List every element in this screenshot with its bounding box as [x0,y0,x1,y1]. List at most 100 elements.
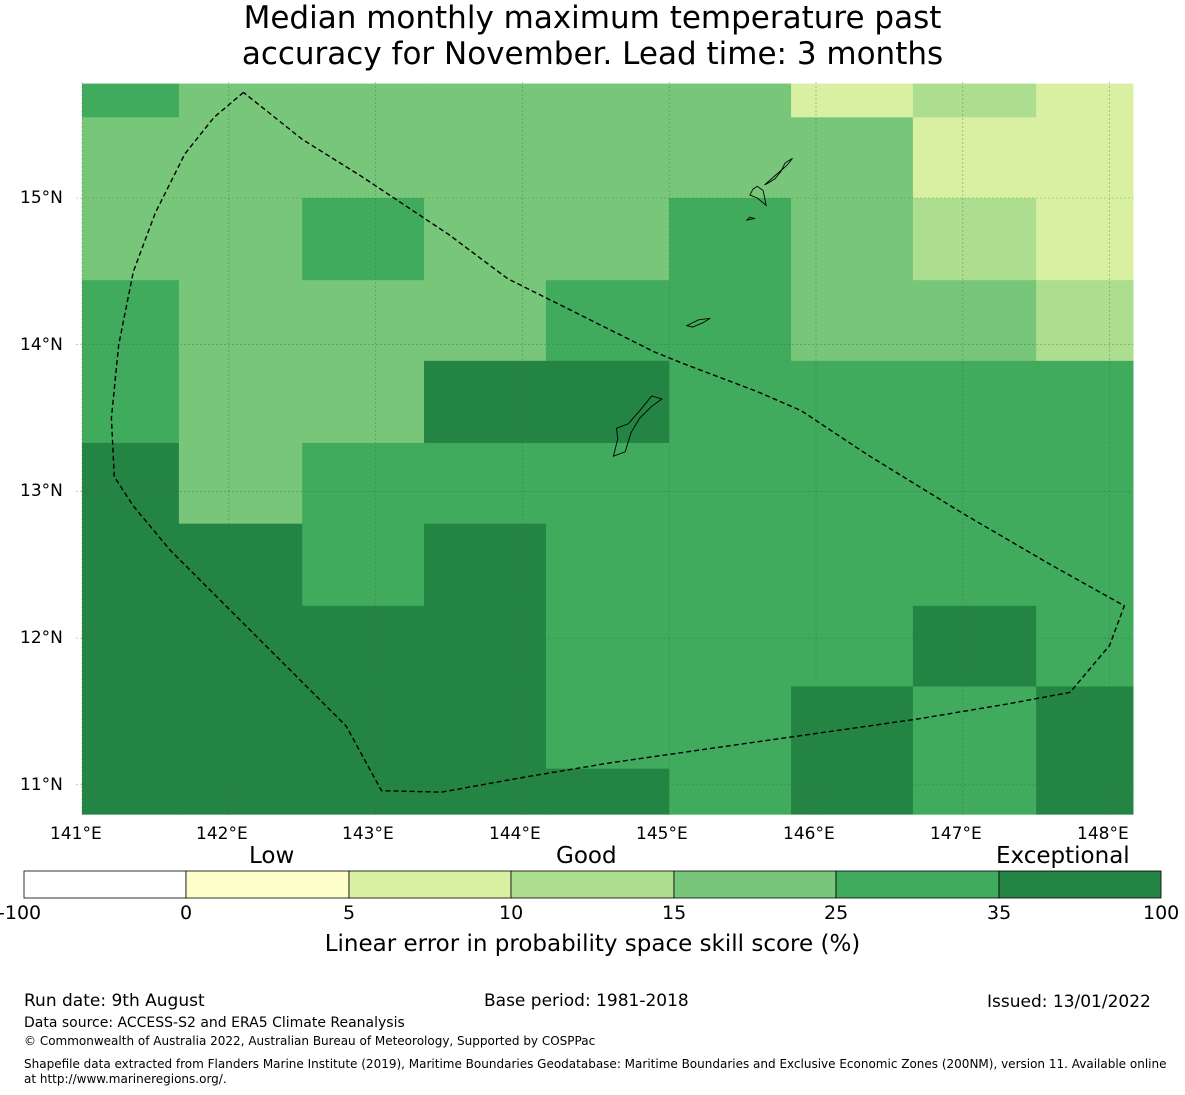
run-date: Run date: 9th August [24,991,205,1011]
skill-cell [82,198,180,281]
skill-cell [545,83,670,118]
colorbar-tick: 35 [987,902,1012,924]
eez-boundary [110,91,1126,793]
skill-cell [912,360,1037,444]
graticule [76,82,1133,815]
skill-cell [178,117,303,199]
colorbar-tick: -100 [0,902,42,924]
skill-cell [302,83,425,118]
skill-cell [912,686,1037,770]
map-title: Median monthly maximum temperature past … [0,0,1185,72]
skill-cell [545,523,670,607]
skill-cell [424,523,547,607]
skill-cell [669,523,792,607]
colorbar-tick: 0 [180,902,193,924]
lat-label: 15°N [20,188,63,208]
copyright: © Commonwealth of Australia 2022, Austra… [24,1034,596,1048]
skill-cell [1036,280,1134,362]
lon-label: 145°E [636,824,688,844]
skill-cell [912,117,1037,199]
legend-category-exceptional: Exceptional [996,843,1130,869]
skill-cell [912,605,1037,688]
skill-cell [82,686,180,770]
colorbar-segment [998,870,1162,899]
lon-label: 146°E [783,824,835,844]
title-line-2: accuracy for November. Lead time: 3 mont… [241,36,944,72]
skill-cell [791,686,914,770]
skill-grid [82,83,1134,815]
colorbar-label: Linear error in probability space skill … [324,931,861,957]
skill-cell [424,605,547,688]
colorbar-tick: 25 [824,902,849,924]
skill-cell [424,198,547,281]
colorbar-tick: 100 [1143,902,1180,924]
colorbar-tick: 10 [499,902,524,924]
colorbar [23,870,1162,899]
lon-label: 148°E [1077,824,1129,844]
skill-cell [302,605,425,688]
skill-cell [669,605,792,688]
lat-label: 11°N [20,775,63,795]
lon-label: 144°E [489,824,541,844]
skill-cell [669,83,792,118]
colorbar-tick: 5 [343,902,356,924]
issued-date: Issued: 13/01/2022 [987,992,1151,1012]
skill-cell [791,768,914,815]
skill-cell [912,198,1037,281]
skill-cell [1036,686,1134,770]
lon-label: 143°E [342,824,394,844]
skill-cell [302,117,425,199]
skill-cell [82,605,180,688]
colorbar-segment [835,870,1000,899]
skill-cell [178,686,303,770]
skill-cell [669,442,792,525]
skill-cell [912,280,1037,362]
skill-cell [302,686,425,770]
skill-cell [178,280,303,362]
skill-cell [178,523,303,607]
skill-cell [791,523,914,607]
legend-category-low: Low [249,843,295,869]
skill-cell [1036,83,1134,118]
island-outline [745,216,757,221]
skill-cell [178,442,303,525]
skill-cell [82,280,180,362]
skill-cell [545,768,670,815]
colorbar-tick: 15 [662,902,687,924]
skill-cell [669,198,792,281]
island-outline [764,158,793,186]
skill-cell [178,198,303,281]
skill-cell [545,686,670,770]
skill-cell [791,117,914,199]
skill-cell [82,442,180,525]
skill-cell [791,198,914,281]
skill-cell [545,442,670,525]
title-line-1: Median monthly maximum temperature past [243,0,942,36]
island-outlines [612,158,793,457]
colorbar-segment [23,870,187,899]
data-source: Data source: ACCESS-S2 and ERA5 Climate … [24,1015,405,1031]
skill-cell [178,83,303,118]
skill-cell [82,523,180,607]
lon-label: 147°E [930,824,982,844]
skill-cell [669,768,792,815]
skill-cell [302,442,425,525]
skill-cell [1036,605,1134,688]
skill-cell [1036,198,1134,281]
skill-cell [82,768,180,815]
colorbar-segment [185,870,350,899]
shapefile-credit: Shapefile data extracted from Flanders M… [24,1057,1167,1086]
skill-cell [545,605,670,688]
skill-cell [424,360,547,444]
base-period: Base period: 1981-2018 [484,991,689,1011]
skill-cell [1036,523,1134,607]
skill-cell [302,360,425,444]
island-outline [749,185,767,207]
skill-cell [791,605,914,688]
skill-cell [82,117,180,199]
skill-cell [912,768,1037,815]
skill-cell [424,83,547,118]
skill-cell [545,198,670,281]
skill-cell [545,117,670,199]
